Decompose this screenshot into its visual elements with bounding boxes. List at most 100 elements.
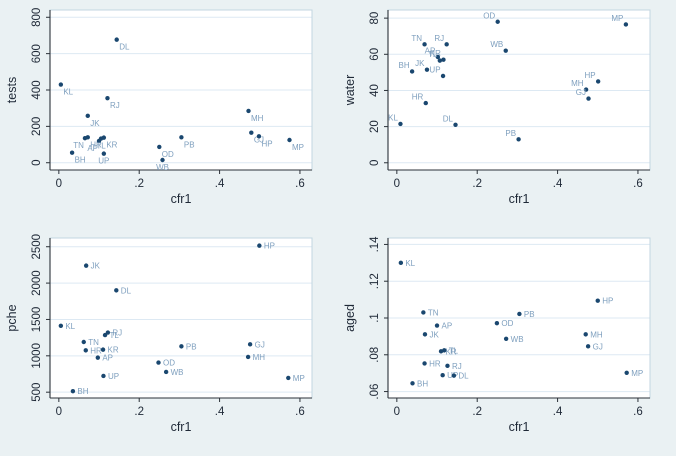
data-point-hp [595,79,601,84]
data-point-label-hp: HP [261,139,272,148]
data-point-label-rj: RJ [434,34,444,43]
data-point-label-kr: KR [430,49,441,58]
y-tick-label: 200 [31,117,43,136]
data-point-wb [503,336,509,341]
x-tick-label: .2 [472,178,482,190]
data-point-label-hp: HP [602,297,613,306]
y-tick-label: 0 [369,160,381,166]
scatter-panel-tests: 0 200 400 600 800 0 .2 .4 .6 cfr1 tests KL BH TN HR JK A… [0,0,338,228]
data-point-up [101,373,106,379]
data-point-label-pb: PB [524,310,535,319]
data-point-label-gj: GJ [255,340,265,349]
data-point-up [440,372,445,378]
data-point-jk [85,113,90,119]
data-point-pb [517,311,522,317]
data-point-label-wb: WB [171,368,184,377]
data-point-label-ap: AP [442,322,453,331]
data-point-jk [424,67,430,72]
data-point-dl [453,122,458,128]
data-point-label-bh: BH [77,387,88,396]
data-point-label-kr: KR [108,346,119,355]
data-point-label-hr: HR [412,93,424,102]
data-point-pb [516,137,521,142]
data-point-gj [586,96,591,101]
data-point-label-rj: RJ [452,362,462,371]
scatter-panel-water: 0 20 40 60 80 0 .2 .4 .6 cfr1 water KL BH TN HR JK AP TL U… [338,0,676,228]
y-tick-label: 600 [31,44,43,63]
y-tick-label: .12 [369,273,381,289]
y-tick-label: .06 [369,384,381,400]
data-point-hr [423,100,428,106]
data-point-label-mh: MH [253,353,266,362]
data-point-kr [101,135,107,140]
data-point-label-mp: MP [293,374,305,383]
x-tick-label: 0 [56,406,62,418]
data-point-label-pb: PB [505,129,516,138]
data-point-label-wb: WB [490,40,503,49]
data-point-gj [585,344,591,349]
y-tick-label: .1 [369,313,381,323]
data-point-kl [58,82,64,87]
y-tick-label: .08 [369,347,381,363]
data-point-wb [503,48,508,53]
data-point-kl [398,121,403,127]
panel-svg: 500 1000 1500 2000 2500 0 .2 .4 .6 cfr1 pche KL BH TN… [5,234,313,434]
data-point-label-up: UP [108,372,119,381]
data-point-label-hr: HR [90,140,102,149]
x-tick-label: .6 [633,178,643,190]
plot-region [49,237,313,399]
data-point-tn [81,339,86,345]
y-axis-title: pche [5,304,19,331]
x-tick-label: .4 [215,406,225,418]
y-tick-label: 20 [369,120,381,133]
data-point-rj [444,42,449,47]
data-point-label-pb: PB [186,342,197,351]
x-axis-title: cfr1 [171,420,192,434]
data-point-label-tn: TN [428,308,439,317]
data-point-label-bh: BH [417,379,428,388]
data-point-gj [247,342,253,347]
y-tick-label: 800 [31,8,43,27]
data-point-pb [179,135,184,140]
data-point-mp [287,137,292,143]
data-point-kl [58,323,64,328]
data-point-label-pb: PB [184,140,195,149]
x-tick-label: .6 [295,178,305,190]
y-axis-title: water [343,75,357,107]
data-point-up [440,73,446,79]
data-point-hp [256,134,262,139]
data-point-label-mh: MH [590,330,603,339]
data-point-tl [437,58,443,63]
data-point-label-mh: MH [571,79,584,88]
data-point-label-jk: JK [429,330,439,339]
y-tick-label: 2500 [31,234,43,260]
x-tick-label: 0 [56,178,62,190]
y-tick-label: 80 [369,12,381,25]
y-tick-label: 60 [369,48,381,61]
data-point-hp [257,243,262,248]
data-point-wb [163,369,169,375]
data-point-dl [114,288,119,293]
data-point-label-hp: HP [264,242,275,251]
data-point-label-tl: TL [110,331,120,340]
data-point-bh [409,69,415,74]
data-point-label-kr: KR [106,141,117,150]
data-point-label-wb: WB [156,163,169,172]
data-point-up [101,151,107,156]
data-point-label-rj: RJ [110,101,120,110]
y-tick-label: 1000 [31,343,43,369]
data-point-label-gj: GJ [593,342,603,351]
x-tick-label: .4 [215,178,225,190]
data-point-label-kl: KL [388,113,398,122]
data-point-dl [114,37,119,42]
data-point-pb [179,344,184,349]
data-point-label-up: UP [98,157,109,166]
data-point-ap [435,54,441,60]
x-tick-label: .6 [295,406,305,418]
data-point-label-tl: TL [449,346,459,355]
data-point-gj [249,130,254,135]
y-axis-title: aged [343,304,357,332]
data-point-od [494,320,500,326]
data-point-label-tn: TN [411,34,422,43]
